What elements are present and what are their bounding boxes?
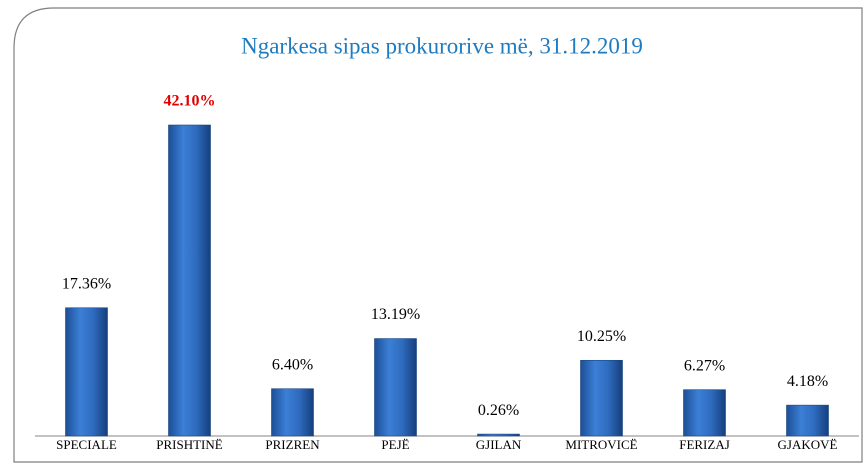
bar xyxy=(168,124,211,437)
bar xyxy=(683,389,726,437)
chart-title: Ngarkesa sipas prokurorive më, 31.12.201… xyxy=(241,33,643,58)
value-label: 42.10% xyxy=(164,93,216,110)
value-label: 0.26% xyxy=(478,402,519,419)
x-tick-label: PEJË xyxy=(381,437,409,452)
bar xyxy=(786,404,829,437)
chart-frame xyxy=(13,7,863,463)
x-tick-label: FERIZAJ xyxy=(679,437,730,452)
bar xyxy=(65,307,108,437)
x-tick-label: PRIZREN xyxy=(265,437,320,452)
bar xyxy=(580,359,623,437)
value-label: 6.27% xyxy=(684,357,725,374)
bar xyxy=(374,338,417,437)
value-label: 6.40% xyxy=(272,356,313,373)
x-tick-label: SPECIALE xyxy=(56,437,117,452)
x-tick-label: PRISHTINË xyxy=(156,437,223,452)
x-tick-label: MITROVICË xyxy=(565,437,637,452)
x-tick-label: GJILAN xyxy=(476,437,522,452)
value-label: 13.19% xyxy=(371,306,420,323)
bar xyxy=(477,433,520,437)
value-label: 4.18% xyxy=(787,373,828,390)
value-label: 10.25% xyxy=(577,328,626,345)
bar xyxy=(271,388,314,437)
x-tick-label: GJAKOVË xyxy=(778,437,838,452)
value-label: 17.36% xyxy=(62,275,111,292)
